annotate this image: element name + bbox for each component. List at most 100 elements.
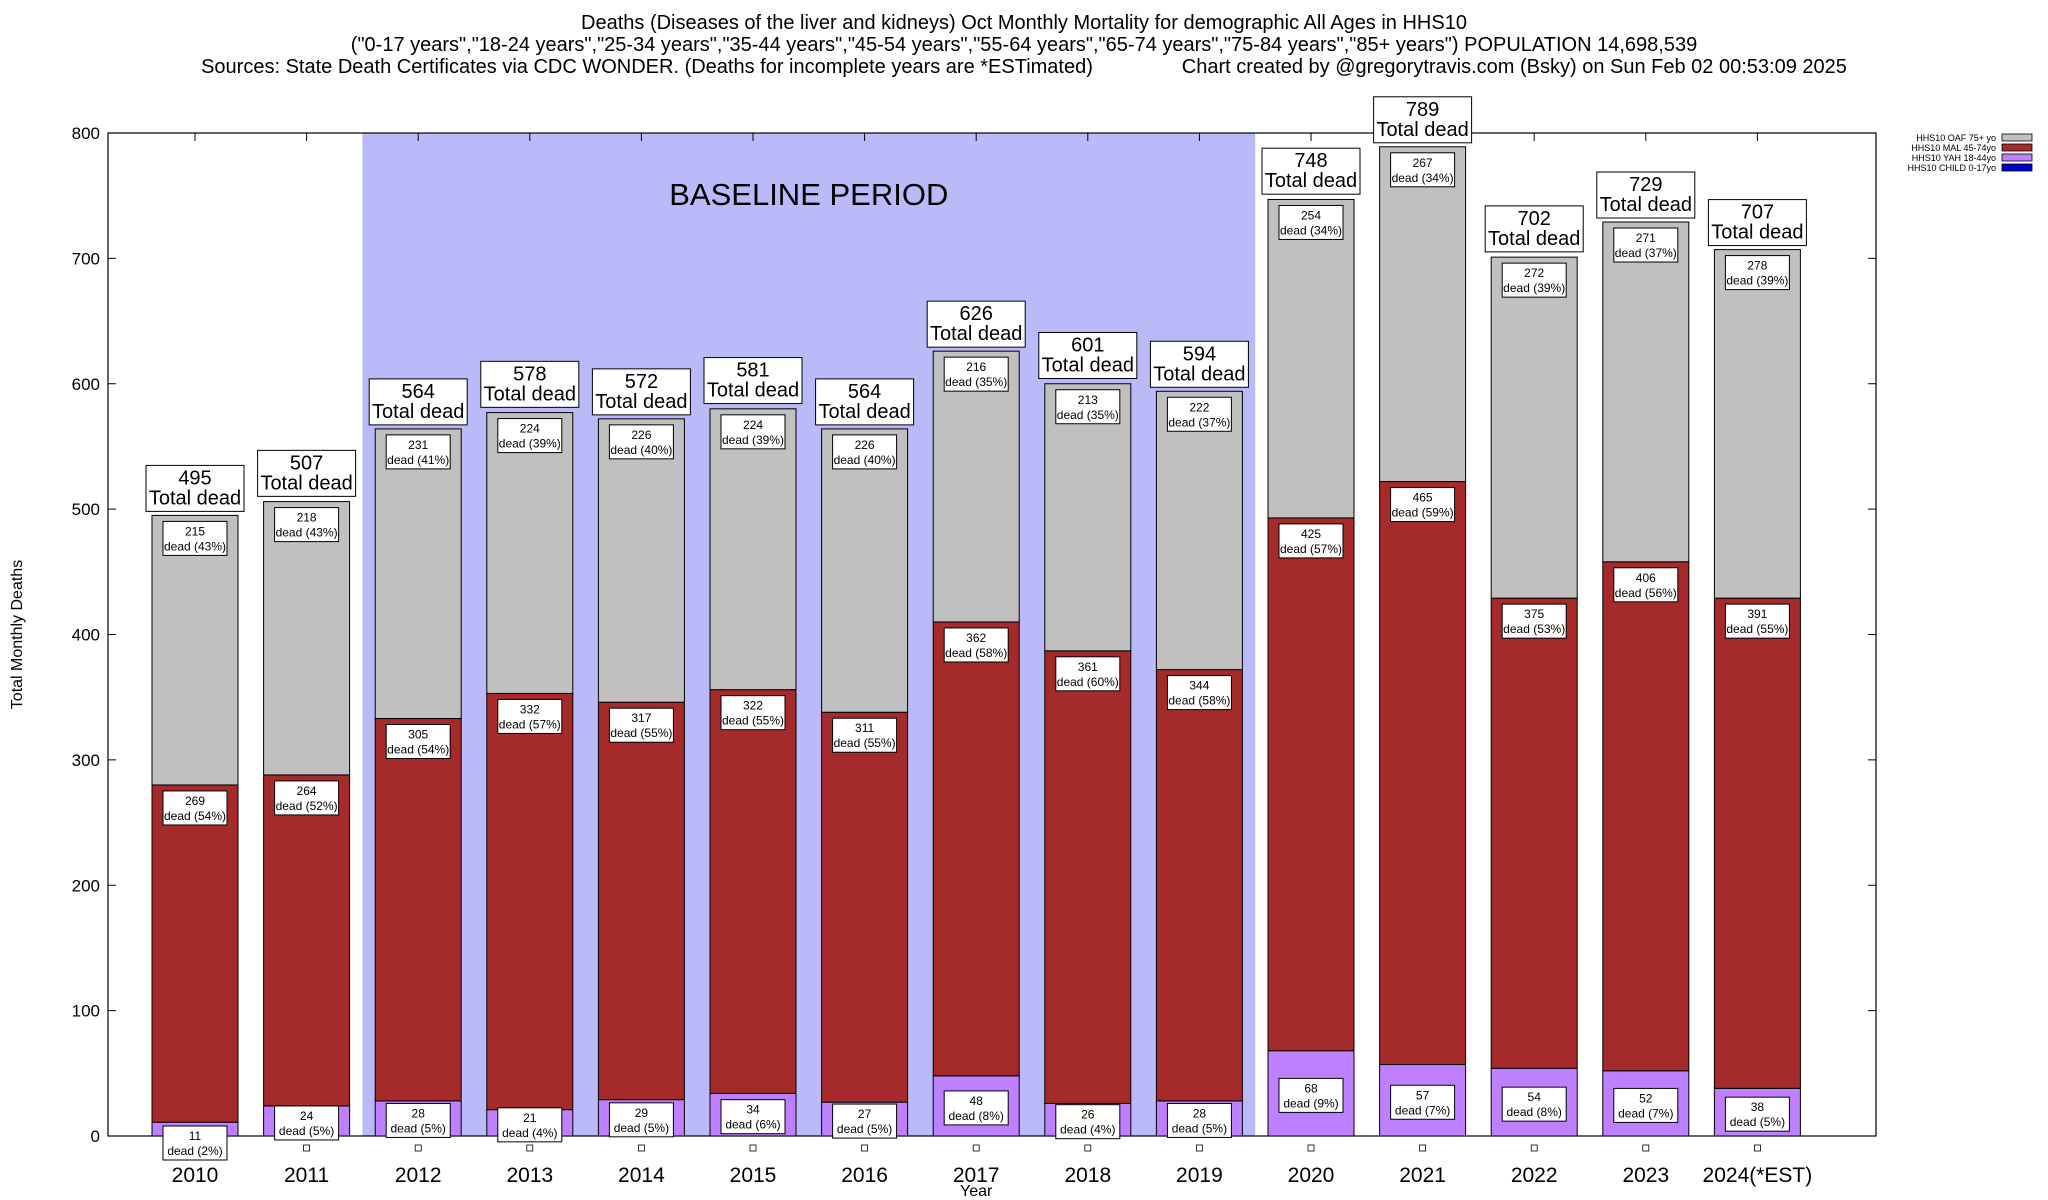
segment-percent-label: dead (57%) xyxy=(499,717,561,731)
segment-value-label: 322 xyxy=(743,699,763,713)
segment-value-label: 278 xyxy=(1747,259,1767,273)
x-tick-label: 2017 xyxy=(953,1164,1000,1187)
segment-label-box xyxy=(1055,656,1121,692)
bar-segment xyxy=(709,689,797,1094)
x-tick-label: 2016 xyxy=(841,1164,888,1187)
total-label-box xyxy=(1707,199,1807,247)
segment-percent-label: dead (59%) xyxy=(1392,506,1454,520)
legend-label: HHS10 YAH 18-44yo xyxy=(1912,153,1996,163)
segment-value-label: 311 xyxy=(855,721,874,735)
segment-label-box xyxy=(1166,396,1232,432)
segment-label-box xyxy=(832,1103,898,1139)
y-tick-label: 800 xyxy=(72,124,100,143)
x-tick-label: 2024(*EST) xyxy=(1703,1164,1813,1187)
x-tick-label: 2019 xyxy=(1176,1164,1223,1187)
total-label-box xyxy=(1596,171,1696,219)
segment-value-label: 344 xyxy=(1189,679,1209,693)
segment-percent-label: dead (53%) xyxy=(1503,622,1565,636)
chart-sources: Sources: State Death Certificates via CD… xyxy=(201,56,1093,78)
bar-segment xyxy=(1602,221,1690,563)
segment-value-label: 38 xyxy=(1751,1100,1765,1114)
segment-percent-label: dead (6%) xyxy=(725,1118,780,1132)
segment-percent-label: dead (60%) xyxy=(1057,675,1119,689)
total-value-label: 707 xyxy=(1741,202,1774,224)
bar-segment xyxy=(1490,256,1578,599)
total-suffix-label: Total dead xyxy=(1488,228,1580,250)
total-value-label: 564 xyxy=(402,381,435,403)
axes-layer: 0 100 200 300 400 500 600 700 800 Total Monthly D… xyxy=(9,124,1877,1200)
segment-value-label: 34 xyxy=(746,1103,760,1117)
x-tick-label: 2018 xyxy=(1064,1164,1111,1187)
segment-percent-label: dead (54%) xyxy=(164,809,226,823)
segment-value-label: 425 xyxy=(1301,527,1321,541)
segment-value-label: 24 xyxy=(300,1109,314,1123)
chart-credit: Chart created by @gregorytravis.com (Bsk… xyxy=(1181,56,1847,78)
y-tick-label: 600 xyxy=(72,375,100,394)
bar-segment xyxy=(1155,669,1243,1102)
bar-segment xyxy=(151,784,239,1123)
segment-value-label: 222 xyxy=(1189,400,1209,414)
total-label-box xyxy=(145,464,245,512)
bar-segment xyxy=(1267,198,1355,519)
segment-percent-label: dead (55%) xyxy=(610,726,672,740)
x-tick-label: 2010 xyxy=(172,1164,219,1187)
segment-label-box xyxy=(1724,255,1790,291)
segment-percent-label: dead (39%) xyxy=(1726,274,1788,288)
segment-value-label: 271 xyxy=(1636,231,1656,245)
segment-percent-label: dead (37%) xyxy=(1615,246,1677,260)
segment-label-box xyxy=(943,356,1009,392)
bar-segment xyxy=(1490,597,1578,1069)
bar-segment xyxy=(932,621,1020,1077)
total-value-label: 572 xyxy=(625,371,658,393)
segment-percent-label: dead (43%) xyxy=(164,539,226,553)
segment-percent-label: dead (43%) xyxy=(276,526,338,540)
total-suffix-label: Total dead xyxy=(1153,363,1245,385)
segment-value-label: 391 xyxy=(1747,607,1767,621)
segment-percent-label: dead (55%) xyxy=(722,714,784,728)
bar-segment xyxy=(709,408,797,691)
legend-swatch xyxy=(2001,153,2033,162)
segment-label-box xyxy=(832,434,898,470)
bar-segment xyxy=(1602,561,1690,1072)
bars-layer xyxy=(151,146,1801,1152)
segment-percent-label: dead (5%) xyxy=(837,1122,892,1136)
segment-percent-label: dead (4%) xyxy=(502,1126,557,1140)
total-suffix-label: Total dead xyxy=(1042,354,1134,376)
bar-segment xyxy=(821,428,909,713)
total-label-box xyxy=(591,368,691,416)
segment-percent-label: dead (35%) xyxy=(1057,408,1119,422)
segment-label-box xyxy=(274,507,340,543)
segment-label-box xyxy=(385,1102,451,1138)
child-marker xyxy=(638,1144,645,1152)
bar-segment xyxy=(821,711,909,1103)
segment-percent-label: dead (40%) xyxy=(610,443,672,457)
legend-swatch xyxy=(2001,143,2033,152)
segment-label-box xyxy=(1724,1096,1790,1132)
child-marker xyxy=(1196,1144,1203,1152)
bar-segment xyxy=(1379,146,1467,483)
